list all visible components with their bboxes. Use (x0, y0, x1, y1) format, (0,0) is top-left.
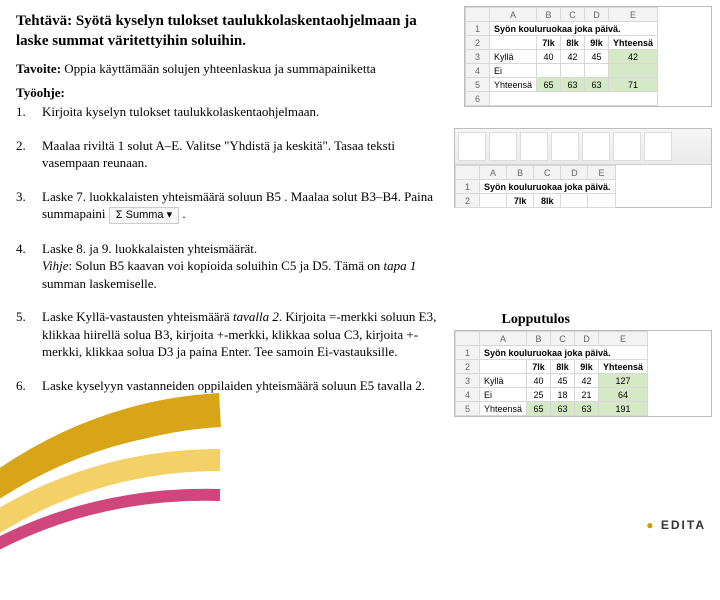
publisher-logo: ● EDITA (646, 518, 706, 532)
excel-preview-middle: A B C D E 1Syön kouluruokaa joka päivä. … (454, 128, 712, 208)
excel-preview-result: A B C D E 1Syön kouluruokaa joka päivä. … (454, 330, 712, 417)
sum-button-icon: Σ Summa ▾ (109, 207, 179, 224)
step-2: 2. Maalaa riviltä 1 solut A–E. Valitse "… (16, 137, 446, 172)
excel1-table: A B C D E 1Syön kouluruokaa joka päivä. … (465, 7, 658, 106)
result-label: Lopputulos (502, 312, 570, 328)
excel-preview-top: A B C D E 1Syön kouluruokaa joka päivä. … (464, 6, 712, 107)
task-text: Syötä kyselyn tulokset taulukkolaskentao… (16, 13, 417, 49)
logo-text: EDITA (661, 518, 706, 532)
swoosh-decoration (0, 380, 240, 600)
step-6: 6. Laske kyselyyn vastanneiden oppilaide… (16, 377, 446, 395)
logo-dot-icon: ● (646, 518, 655, 532)
step-4: 4. Laske 8. ja 9. luokkalaisten yhteismä… (16, 240, 446, 293)
excel3-table: A B C D E 1Syön kouluruokaa joka päivä. … (455, 331, 648, 416)
task-lead: Tehtävä: (16, 13, 72, 29)
step-3: 3. Laske 7. luokkalaisten yhteismäärä so… (16, 188, 446, 224)
step-1: 1. Kirjoita kyselyn tulokset taulukkolas… (16, 103, 446, 121)
ribbon-icon (455, 129, 711, 165)
excel2-table: A B C D E 1Syön kouluruokaa joka päivä. … (455, 165, 616, 208)
task-title: Tehtävä: Syötä kyselyn tulokset taulukko… (16, 12, 446, 51)
step-5: 5. Laske Kyllä-vastausten yhteismäärä ta… (16, 308, 446, 361)
goal-text: Oppia käyttämään solujen yhteenlaskua ja… (64, 61, 376, 76)
goal-label: Tavoite: (16, 61, 61, 76)
